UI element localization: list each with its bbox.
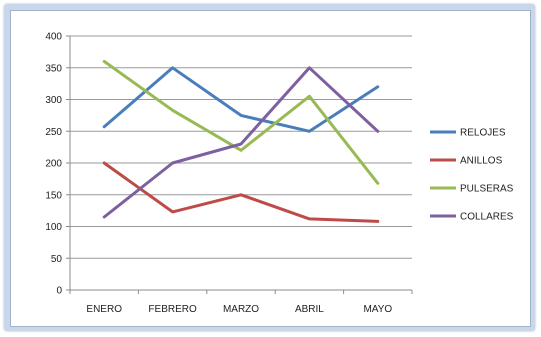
chart-frame bbox=[4, 4, 535, 331]
y-tick-label: 350 bbox=[45, 63, 62, 74]
legend-label: ANILLOS bbox=[460, 156, 503, 167]
y-axis: 0 50 100 150 200 250 300 350 400 bbox=[45, 32, 71, 297]
y-tick-label: 250 bbox=[45, 127, 62, 138]
series-line-collares bbox=[102, 66, 380, 219]
y-tick-label: 200 bbox=[45, 159, 62, 170]
legend-label: COLLARES bbox=[460, 212, 514, 223]
y-tick-label: 100 bbox=[45, 222, 62, 233]
legend: RELOJES ANILLOS PULSERAS COLLARES bbox=[430, 128, 514, 223]
x-tick-label: FEBRERO bbox=[148, 304, 197, 315]
y-tick-label: 0 bbox=[56, 286, 62, 297]
y-tick-label: 400 bbox=[45, 32, 62, 43]
y-tick-label: 150 bbox=[45, 190, 62, 201]
x-tick-label: MAYO bbox=[363, 304, 392, 315]
x-axis: ENERO FEBRERO MARZO ABRIL MAYO bbox=[69, 290, 413, 315]
series-line-anillos bbox=[102, 161, 380, 223]
series-lines bbox=[102, 59, 380, 223]
series-line-pulseras bbox=[102, 59, 380, 185]
y-tick-label: 300 bbox=[45, 95, 62, 106]
legend-label: PULSERAS bbox=[460, 184, 514, 195]
y-tick-label: 50 bbox=[51, 254, 63, 265]
x-tick-label: ENERO bbox=[86, 304, 122, 315]
gridlines bbox=[70, 35, 412, 291]
series-line-relojes bbox=[102, 66, 380, 133]
x-tick-label: MARZO bbox=[223, 304, 259, 315]
x-tick-label: ABRIL bbox=[295, 304, 324, 315]
chart-area bbox=[10, 10, 531, 327]
legend-label: RELOJES bbox=[460, 128, 506, 139]
